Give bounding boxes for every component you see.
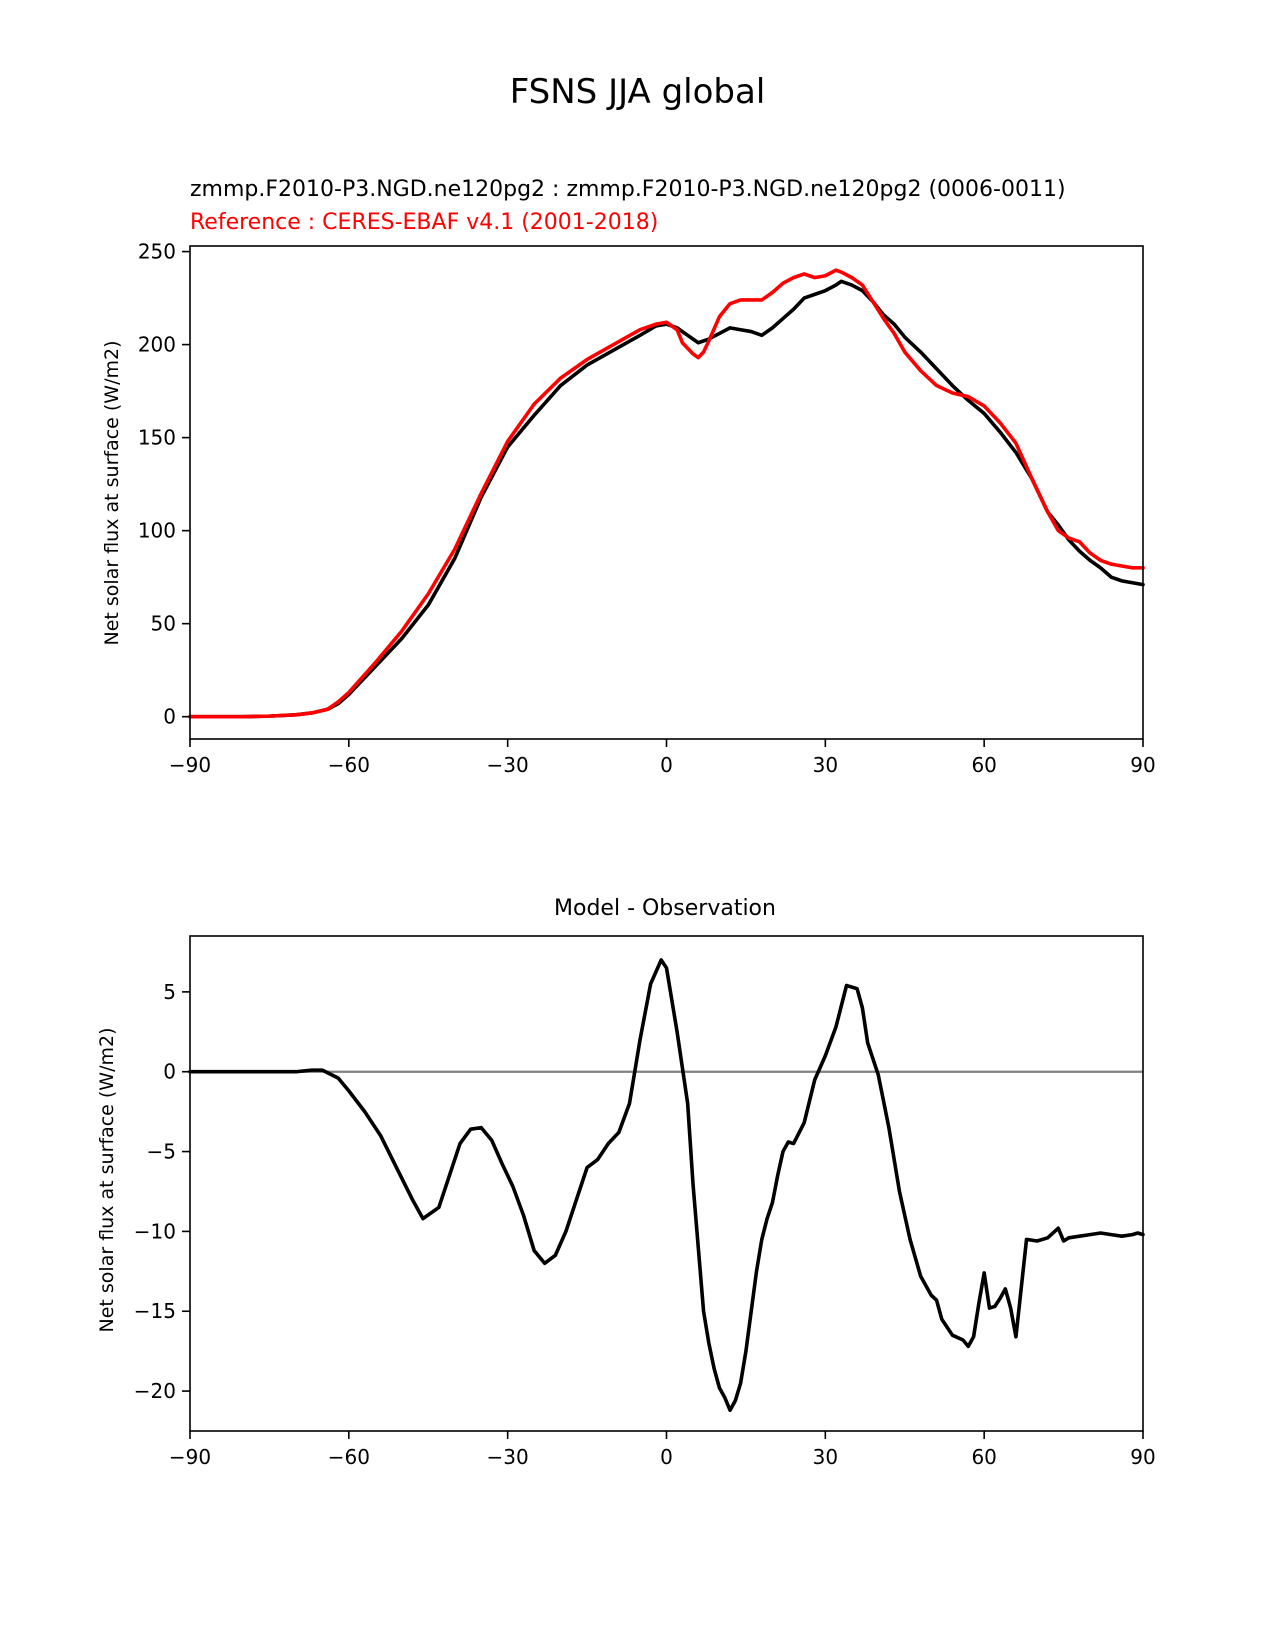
x-tick-label: 90 xyxy=(1130,1445,1155,1469)
y-tick-label: 50 xyxy=(151,612,176,636)
x-tick-label: −90 xyxy=(169,753,211,777)
y-tick-label: 5 xyxy=(163,980,176,1004)
y-tick-label: 150 xyxy=(138,426,176,450)
y-tick-label: 200 xyxy=(138,333,176,357)
x-tick-label: 90 xyxy=(1130,753,1155,777)
series-line-reference xyxy=(188,268,1145,719)
x-tick-label: 60 xyxy=(971,1445,996,1469)
x-tick-label: 30 xyxy=(813,1445,838,1469)
reference-subtitle: Reference : CERES-EBAF v4.1 (2001-2018) xyxy=(190,210,658,235)
x-tick-label: −90 xyxy=(169,1445,211,1469)
y-tick-label: 250 xyxy=(138,240,176,264)
x-tick-label: 30 xyxy=(813,753,838,777)
y-axis-label-bottom: Net solar flux at surface (W/m2) xyxy=(96,1028,118,1333)
test-case-subtitle: zmmp.F2010-P3.NGD.ne120pg2 : zmmp.F2010-… xyxy=(190,177,1066,202)
series-line-difference xyxy=(188,958,1145,1413)
x-tick-label: 0 xyxy=(660,1445,673,1469)
y-tick-label: 0 xyxy=(163,705,176,729)
x-tick-label: −60 xyxy=(328,1445,370,1469)
y-tick-label: −5 xyxy=(147,1140,176,1164)
y-tick-label: −20 xyxy=(134,1379,176,1403)
y-tick-label: −15 xyxy=(134,1299,176,1323)
y-tick-label: 100 xyxy=(138,519,176,543)
figure-title: FSNS JJA global xyxy=(509,72,766,112)
x-tick-label: −30 xyxy=(487,753,529,777)
x-tick-label: 60 xyxy=(971,753,996,777)
x-tick-label: −60 xyxy=(328,753,370,777)
axes-frame xyxy=(189,935,1144,1432)
x-tick-label: −30 xyxy=(487,1445,529,1469)
x-tick-label: 0 xyxy=(660,753,673,777)
y-axis-label-top: Net solar flux at surface (W/m2) xyxy=(101,341,123,646)
y-tick-label: −10 xyxy=(134,1219,176,1243)
y-tick-label: 0 xyxy=(163,1060,176,1084)
difference-plot-title: Model - Observation xyxy=(554,896,776,921)
